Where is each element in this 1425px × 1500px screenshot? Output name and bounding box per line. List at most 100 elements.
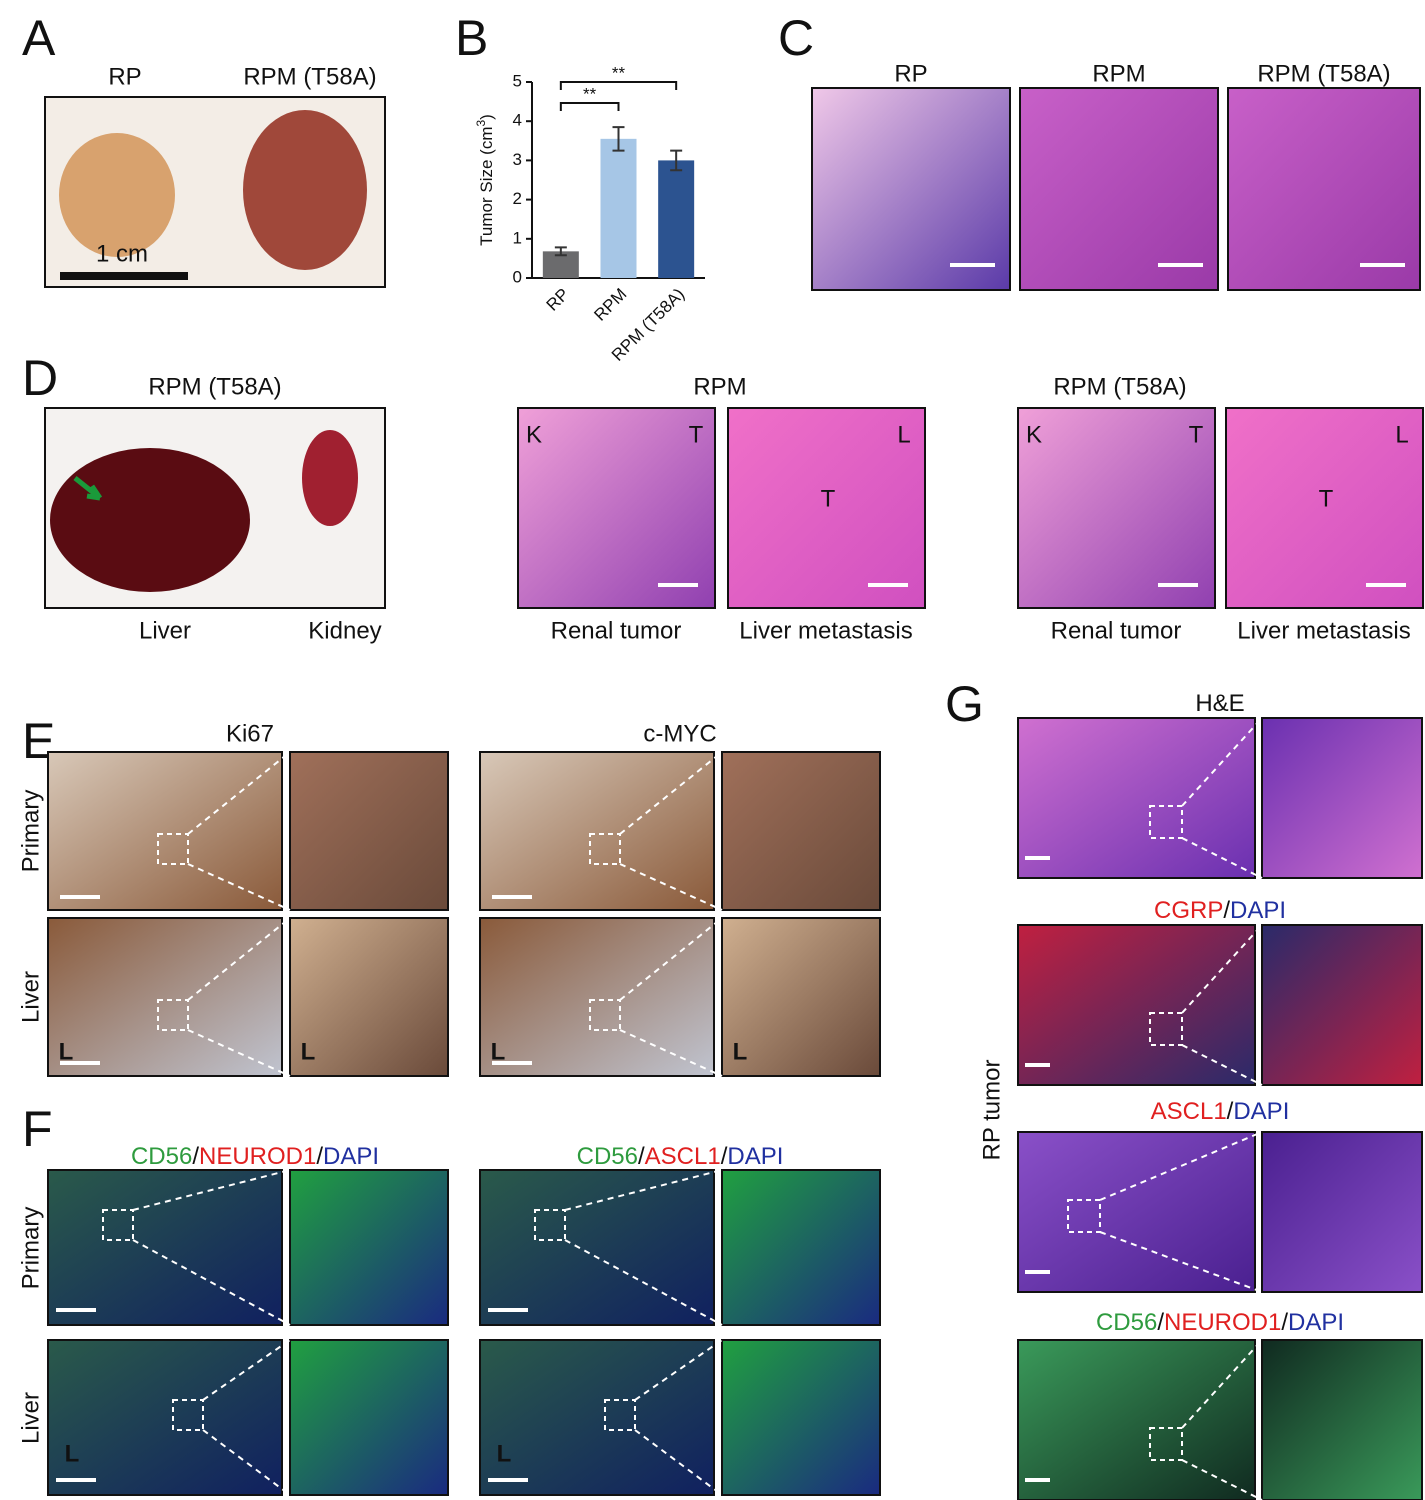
zoom-box (534, 1209, 566, 1241)
stain-part: / (721, 1143, 728, 1170)
micrograph (289, 751, 449, 911)
label: Liver metastasis (1237, 617, 1410, 644)
micrograph (1017, 924, 1256, 1086)
stain-part: / (192, 1143, 199, 1170)
micrograph (1017, 407, 1216, 609)
stain-part: / (638, 1143, 645, 1170)
stain-part: DAPI (1233, 1098, 1289, 1125)
zoom-line (564, 1239, 723, 1326)
micrograph (1017, 1339, 1256, 1500)
y-tick-label: 2 (513, 189, 522, 208)
tumor (59, 133, 175, 257)
stain-title: CD56/NEUROD1/DAPI (1096, 1309, 1344, 1336)
micrograph (1017, 1131, 1256, 1293)
micrograph (721, 1169, 881, 1326)
zoom-line (187, 1029, 291, 1077)
stain-part: DAPI (1288, 1309, 1344, 1336)
label: Ki67 (226, 720, 274, 747)
stain-part: CGRP (1154, 897, 1223, 924)
label: RP (108, 63, 141, 90)
zoom-line (1099, 1131, 1263, 1201)
micrograph (289, 917, 449, 1077)
label: Primary (17, 790, 44, 873)
micrograph (1019, 87, 1219, 291)
zoom-line (187, 863, 291, 911)
label: T (821, 485, 836, 512)
significance-label: ** (583, 84, 597, 103)
stain-part: / (1157, 1309, 1164, 1336)
label: L (733, 1038, 748, 1065)
zoom-box (1149, 805, 1183, 839)
stain-part: / (1227, 1098, 1234, 1125)
tumor (243, 110, 367, 270)
stain-part: / (1281, 1309, 1288, 1336)
micrograph (47, 1169, 283, 1326)
label: Liver (17, 1392, 44, 1444)
label: RPM (1092, 60, 1145, 87)
micrograph (1261, 924, 1423, 1086)
zoom-line (202, 1429, 291, 1496)
stain-part: / (1223, 897, 1230, 924)
micrograph (721, 751, 881, 911)
zoom-line (132, 1169, 291, 1211)
kidney (302, 430, 358, 526)
micrograph (1227, 87, 1421, 291)
zoom-box (589, 999, 621, 1031)
label: Renal tumor (1051, 617, 1182, 644)
y-tick-label: 5 (513, 71, 522, 90)
label: RPM (693, 373, 746, 400)
stain-part: DAPI (727, 1143, 783, 1170)
zoom-line (564, 1169, 723, 1211)
significance-label: ** (612, 63, 626, 82)
micrograph (1017, 717, 1256, 879)
zoom-line (1181, 717, 1263, 807)
micrograph (1225, 407, 1424, 609)
bar (658, 160, 695, 278)
label: Liver metastasis (739, 617, 912, 644)
label: L (59, 1038, 74, 1065)
x-tick-label: RPM (590, 285, 630, 325)
micrograph (727, 407, 926, 609)
scale-bar (60, 272, 188, 280)
stain-title: ASCL1/DAPI (1151, 1098, 1290, 1125)
label: RP (894, 60, 927, 87)
y-axis-label: Tumor Size (cm3) (474, 114, 496, 246)
stain-part: DAPI (1230, 897, 1286, 924)
error-bar (554, 246, 567, 257)
stain-part: CD56 (577, 1143, 638, 1170)
micrograph (517, 407, 716, 609)
zoom-line (1181, 1044, 1263, 1086)
significance-bracket (559, 102, 620, 111)
y-label-part: Tumor Size (cm (477, 127, 496, 246)
label: Primary (17, 1207, 44, 1290)
panel-letter: D (22, 350, 58, 406)
panel-letter: A (22, 10, 56, 66)
zoom-box (604, 1399, 636, 1431)
zoom-line (1181, 837, 1263, 879)
micrograph (721, 917, 881, 1077)
bar (600, 138, 637, 278)
zoom-line (634, 1339, 723, 1401)
zoom-box (157, 833, 189, 865)
label: L (497, 1440, 512, 1467)
label: 1 cm (96, 240, 148, 267)
panel-letter: C (778, 10, 814, 66)
zoom-line (1181, 1339, 1263, 1429)
liver (50, 448, 250, 592)
error-bar (670, 149, 683, 172)
zoom-line (132, 1239, 291, 1326)
y-label-part: ) (477, 114, 496, 120)
label: Renal tumor (551, 617, 682, 644)
label: RPM (T58A) (148, 373, 281, 400)
micrograph (289, 1339, 449, 1496)
label: L (65, 1440, 80, 1467)
label: K (526, 421, 542, 448)
panel-letter: F (22, 1101, 53, 1157)
y-tick-label: 4 (513, 111, 522, 130)
error-bar (612, 126, 625, 152)
micrograph (1261, 1131, 1423, 1293)
x-tick-label: RP (543, 285, 573, 315)
y-tick-label: 0 (513, 267, 522, 286)
micrograph (811, 87, 1011, 291)
